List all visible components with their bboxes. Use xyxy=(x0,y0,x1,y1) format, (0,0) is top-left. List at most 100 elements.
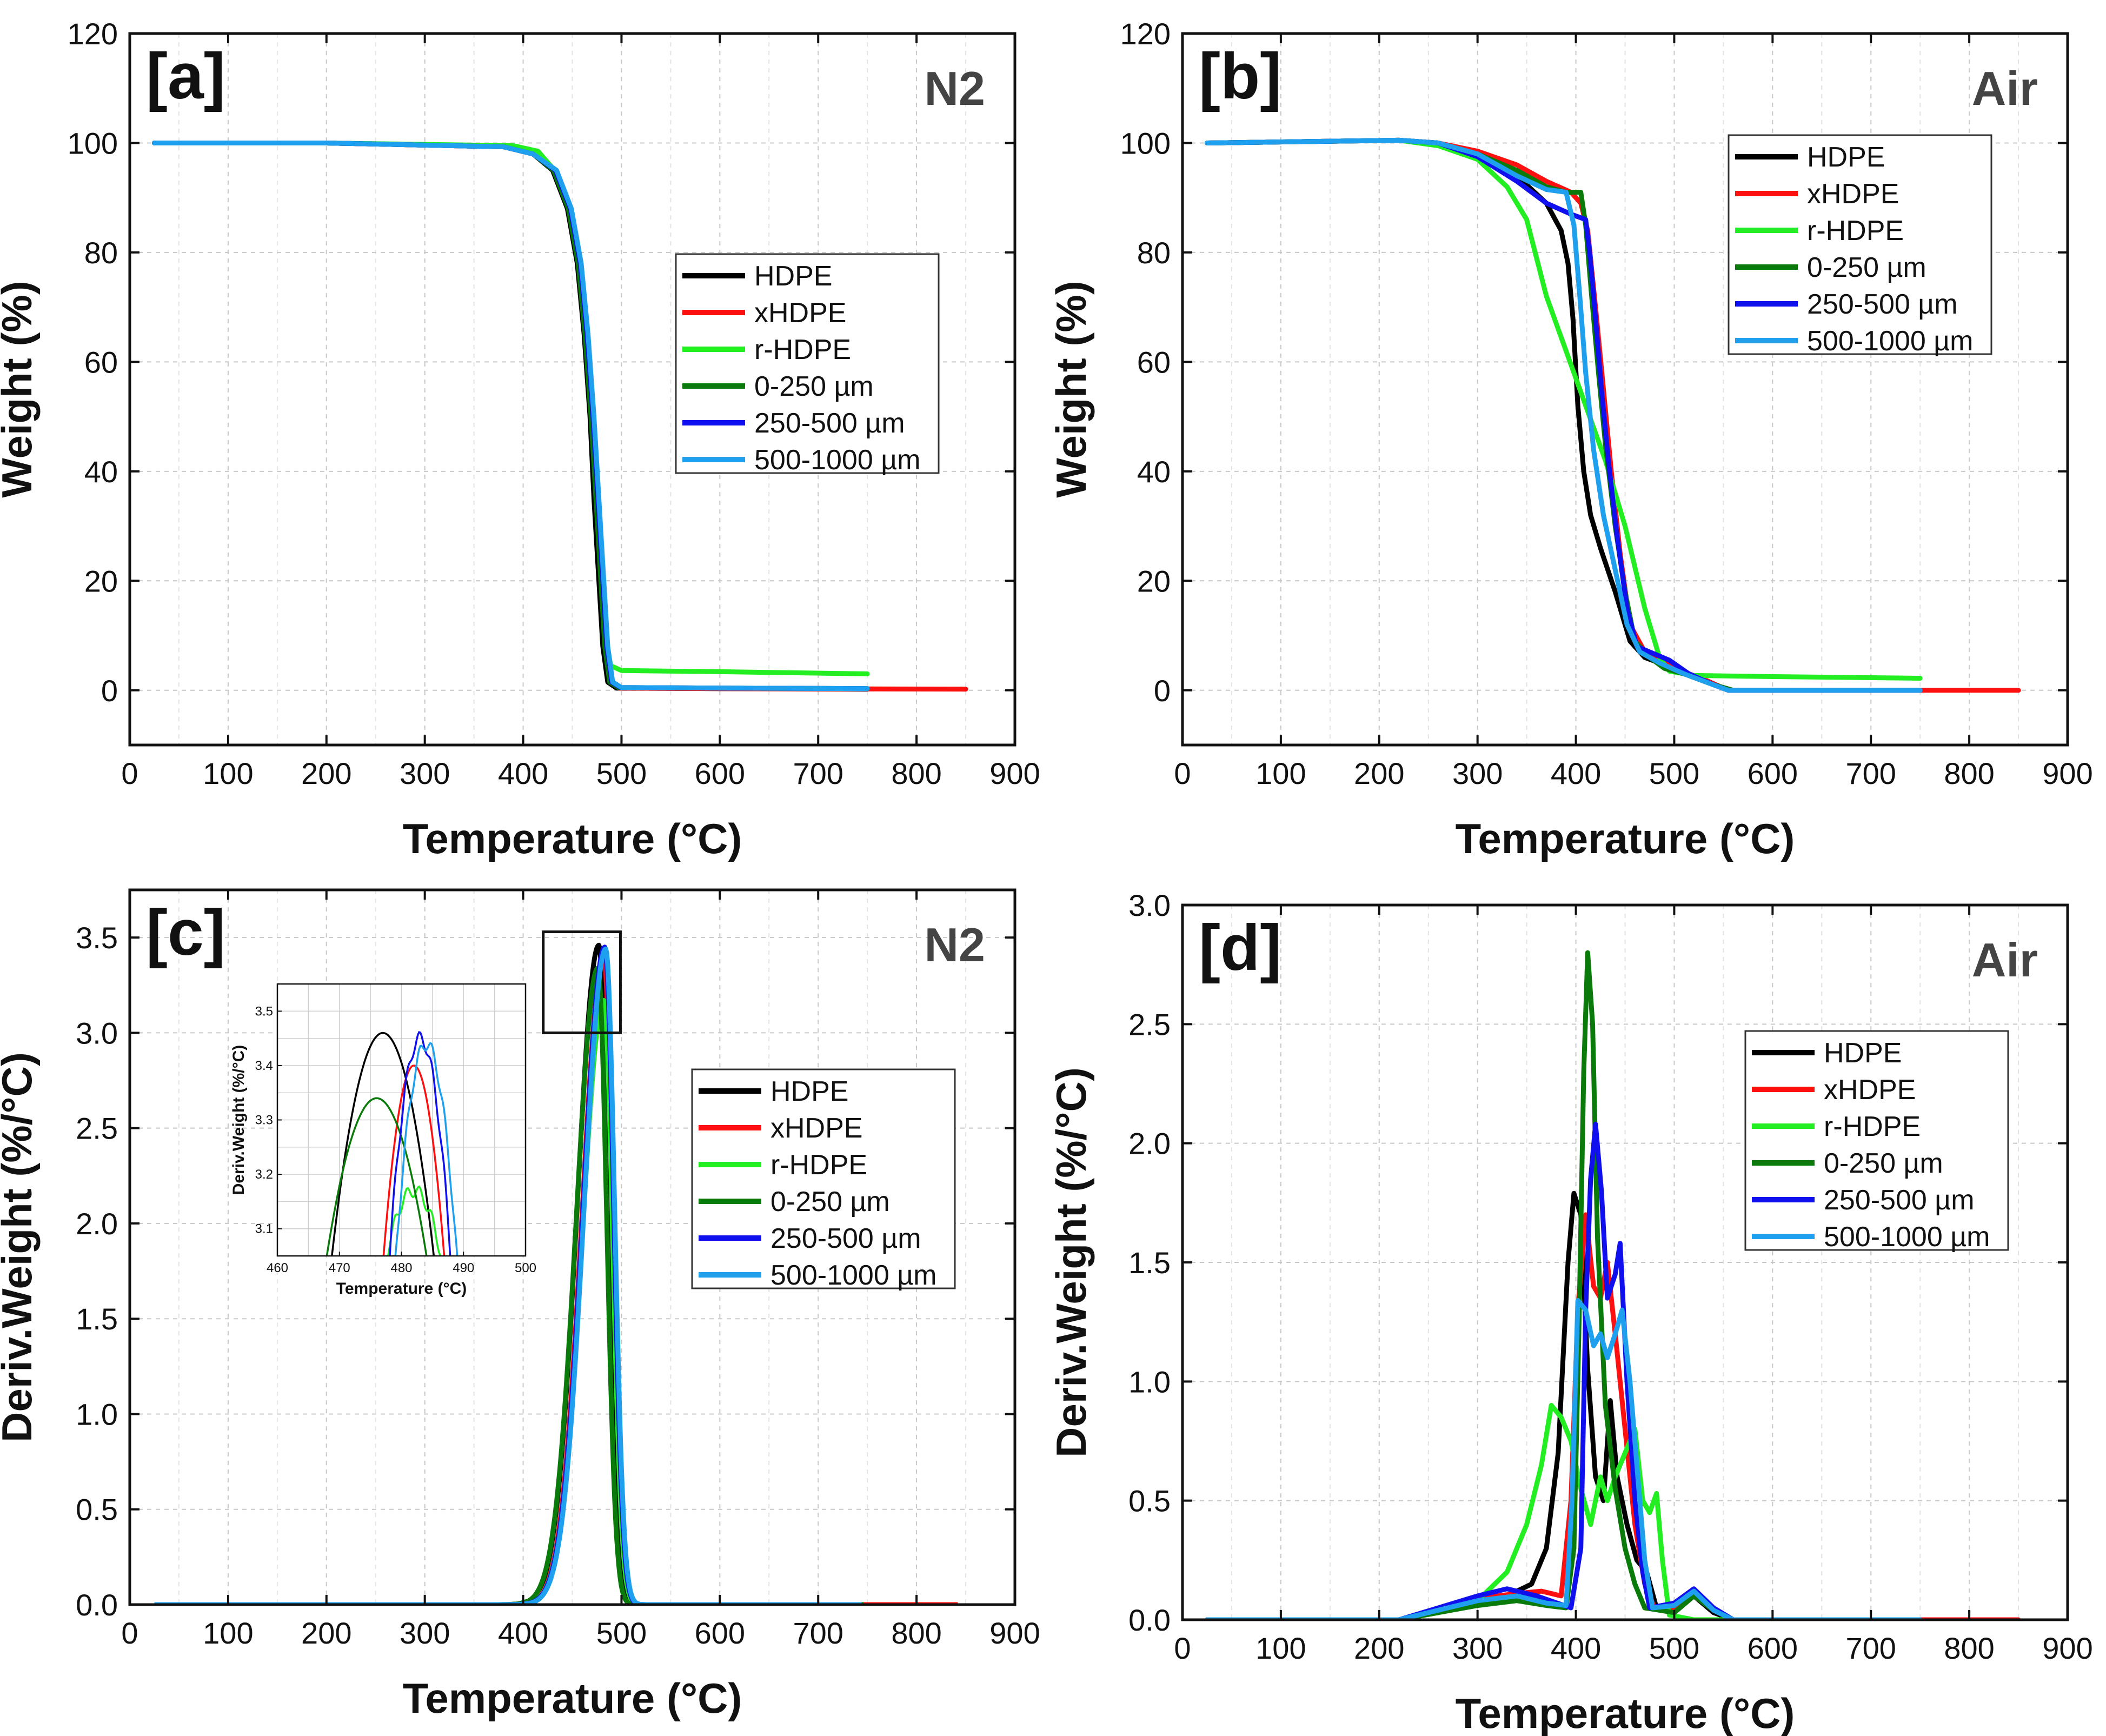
panel-label: [d] xyxy=(1199,912,1281,984)
legend-entry-hdpe: HDPE xyxy=(754,261,832,292)
legend-entry-250-500-um: 250-500 µm xyxy=(1807,289,1958,320)
atmosphere-label: Air xyxy=(1972,933,2038,987)
grid-lines xyxy=(1182,905,2068,1620)
x-tick-label: 900 xyxy=(989,756,1040,790)
y-tick-label: 80 xyxy=(1137,236,1171,270)
x-tick-label: 200 xyxy=(1354,756,1404,790)
y-tick-label: 3.0 xyxy=(76,1016,118,1050)
y-tick-label: 1.5 xyxy=(1128,1246,1171,1280)
y-tick-label: 60 xyxy=(84,345,118,379)
x-tick-label: 0 xyxy=(121,756,138,790)
y-tick-label: 3.5 xyxy=(76,921,118,955)
atmosphere-label: N2 xyxy=(925,918,986,972)
legend-entry-xhdpe: xHDPE xyxy=(754,297,846,329)
inset-line-500-1000-um xyxy=(394,1042,459,1256)
y-tick-label: 120 xyxy=(1120,17,1171,51)
panel-b: 0 100 200 300 400 500 600 700 800 900 0 20 40 60 80 100… xyxy=(1047,17,2093,862)
inset-y-tick-label: 3.2 xyxy=(255,1167,273,1182)
x-tick-label: 300 xyxy=(400,1616,450,1650)
y-tick-label: 100 xyxy=(68,126,118,160)
x-tick-label: 100 xyxy=(1255,1631,1306,1665)
x-axis-label: Temperature (°C) xyxy=(1456,1690,1795,1736)
x-tick-label: 200 xyxy=(301,756,351,790)
y-tick-label: 20 xyxy=(1137,564,1171,598)
legend-entry-hdpe: HDPE xyxy=(770,1076,848,1107)
y-tick-label: 1.0 xyxy=(1128,1365,1171,1399)
legend-entry-hdpe: HDPE xyxy=(1807,142,1885,173)
x-tick-label: 700 xyxy=(793,756,843,790)
inset-x-tick-label: 460 xyxy=(267,1261,288,1275)
y-tick-label: 2.0 xyxy=(1128,1127,1171,1161)
y-tick-label: 0.0 xyxy=(76,1588,118,1622)
legend-entry-r-hdpe: r-HDPE xyxy=(754,334,851,365)
x-tick-label: 200 xyxy=(1354,1631,1404,1665)
x-tick-label: 500 xyxy=(596,1616,647,1650)
panel-label: [b] xyxy=(1199,40,1281,112)
panel-label: [a] xyxy=(146,40,225,112)
inset-x-tick-label: 480 xyxy=(390,1261,412,1275)
legend-entry-r-hdpe: r-HDPE xyxy=(1824,1111,1921,1142)
legend-entry-250-500-um: 250-500 µm xyxy=(754,408,905,439)
legend-entry-500-1000-um: 500-1000 µm xyxy=(1807,325,1973,357)
inset-y-axis-label: Deriv.Weight (%/°C) xyxy=(230,1045,248,1195)
legend-entry-0-250-um: 0-250 µm xyxy=(754,371,874,402)
y-tick-label: 3.0 xyxy=(1128,888,1171,922)
legend-entry-r-hdpe: r-HDPE xyxy=(770,1149,867,1181)
legend-entry-hdpe: HDPE xyxy=(1824,1037,1902,1069)
legend-entry-xhdpe: xHDPE xyxy=(1807,178,1899,210)
x-tick-label: 100 xyxy=(203,1616,253,1650)
legend-entry-r-hdpe: r-HDPE xyxy=(1807,215,1904,247)
atmosphere-label: N2 xyxy=(925,62,986,115)
x-tick-label: 300 xyxy=(400,756,450,790)
legend: HDPE xHDPE r-HDPE 0-250 µm 250-500 µm 500-100… xyxy=(675,253,940,476)
x-tick-label: 100 xyxy=(1255,756,1306,790)
panel-a: 0 100 200 300 400 500 600 700 800 900 0 20 40 60 80 100… xyxy=(0,17,1040,862)
series-line-500-1000-um xyxy=(1205,137,1923,693)
legend-entry-500-1000-um: 500-1000 µm xyxy=(1824,1221,1990,1253)
y-axis-label: Deriv.Weight (%/°C) xyxy=(1047,1067,1095,1458)
y-tick-label: 60 xyxy=(1137,345,1171,379)
series-line-r-hdpe xyxy=(1205,1402,1923,1620)
inset-line-xhdpe xyxy=(382,1065,446,1256)
legend-box xyxy=(675,253,940,474)
x-tick-label: 700 xyxy=(1846,756,1896,790)
y-axis-label: Weight (%) xyxy=(0,281,41,498)
inset-line-0-250-um xyxy=(325,1097,428,1256)
x-tick-label: 900 xyxy=(2042,756,2092,790)
grid-lines xyxy=(1182,34,2068,745)
y-tick-label: 0.0 xyxy=(1128,1603,1171,1637)
axes-frame xyxy=(1181,32,2069,747)
series-line-500-1000-um xyxy=(154,946,862,1605)
legend-entry-xhdpe: xHDPE xyxy=(1824,1074,1916,1106)
axes-frame xyxy=(128,32,1017,747)
inset-x-tick-label: 500 xyxy=(515,1261,536,1275)
x-tick-label: 800 xyxy=(891,756,941,790)
x-tick-label: 200 xyxy=(301,1616,351,1650)
y-tick-label: 2.0 xyxy=(76,1207,118,1241)
legend-entry-250-500-um: 250-500 µm xyxy=(770,1223,921,1254)
axes-frame xyxy=(128,888,1017,1606)
x-tick-label: 400 xyxy=(498,1616,548,1650)
y-tick-label: 40 xyxy=(84,455,118,489)
inset-line-250-500-um xyxy=(389,1030,451,1256)
x-tick-label: 300 xyxy=(1452,756,1503,790)
x-tick-label: 800 xyxy=(1944,1631,1994,1665)
y-tick-label: 40 xyxy=(1137,455,1171,489)
series-group xyxy=(152,141,968,692)
x-tick-label: 500 xyxy=(596,756,647,790)
x-tick-label: 400 xyxy=(1551,1631,1601,1665)
x-tick-label: 700 xyxy=(793,1616,843,1650)
inset-x-tick-label: 490 xyxy=(453,1261,474,1275)
x-tick-label: 300 xyxy=(1452,1631,1503,1665)
inset-chart: 460 470 480 490 500 3.1 3.2 3.3 3.4 3.5 Temperatur… xyxy=(230,983,536,1298)
legend: HDPE xHDPE r-HDPE 0-250 µm 250-500 µm 500-100… xyxy=(1744,1030,2009,1253)
legend-entry-0-250-um: 0-250 µm xyxy=(770,1186,890,1218)
x-tick-label: 0 xyxy=(1174,1631,1191,1665)
x-axis-label: Temperature (°C) xyxy=(1456,815,1795,862)
y-tick-label: 2.5 xyxy=(76,1112,118,1146)
x-tick-label: 500 xyxy=(1649,756,1699,790)
x-tick-label: 600 xyxy=(695,1616,745,1650)
x-tick-label: 900 xyxy=(989,1616,1040,1650)
y-tick-label: 0.5 xyxy=(1128,1484,1171,1518)
